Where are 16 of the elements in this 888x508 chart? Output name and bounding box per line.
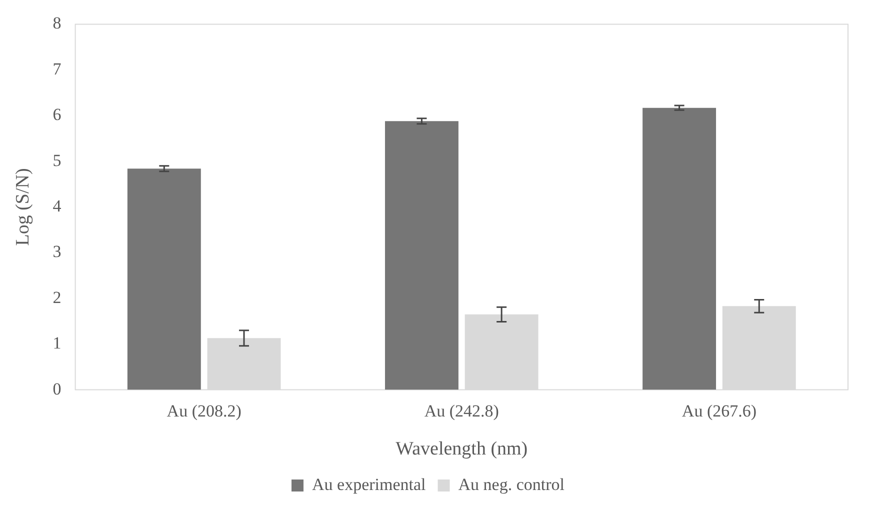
y-tick-label: 2: [52, 288, 62, 307]
x-tick-label: Au (208.2): [166, 401, 242, 420]
y-tick-label: 7: [52, 59, 62, 78]
x-tick-label: Au (242.8): [424, 401, 499, 420]
y-tick-label: 6: [52, 105, 62, 124]
x-tick-label: Au (267.6): [682, 401, 757, 420]
legend-label: Au experimental: [312, 474, 426, 494]
x-axis-title: Wavelength (nm): [396, 438, 528, 460]
y-tick-label: 8: [52, 14, 62, 33]
legend-label: Au neg. control: [458, 474, 565, 494]
y-tick-label: 1: [52, 334, 62, 353]
y-tick-label: 5: [52, 150, 62, 170]
y-tick-label: 0: [52, 379, 62, 398]
y-tick-label: 3: [52, 242, 62, 262]
y-tick-label: 4: [52, 196, 62, 216]
y-axis-title: Log (S/N): [12, 168, 34, 246]
